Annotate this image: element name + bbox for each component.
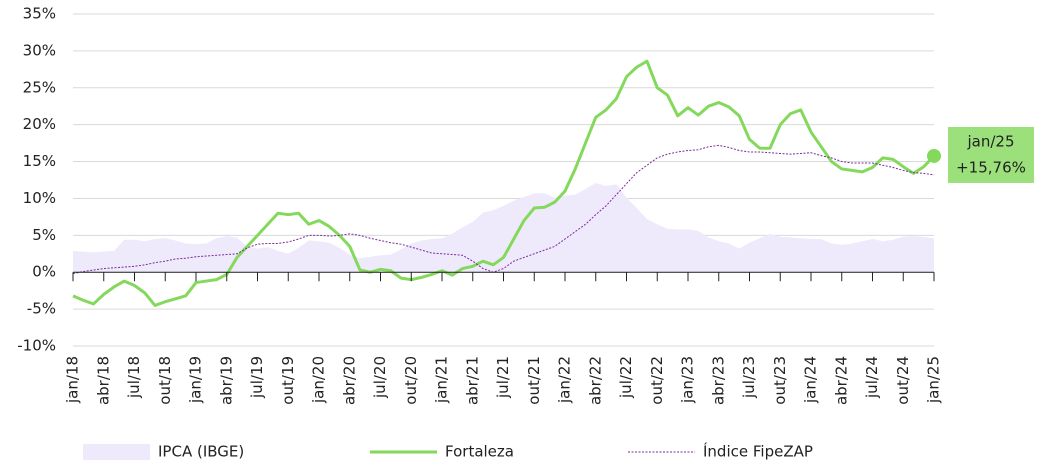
line [72,59,936,307]
x-tick-label: jul/18 [125,356,143,399]
annotation-text: +15,76% [956,158,1026,176]
x-tick-label: out/19 [279,356,297,405]
x-tick-label: abr/21 [463,356,481,405]
x-tick-label: jan/24 [802,356,820,404]
legend-label: Índice FipeZAP [703,442,813,461]
x-tick-label: out/23 [771,356,789,405]
x-tick-label: jan/20 [310,356,328,404]
grid [73,13,934,347]
x-tick-label: jan/23 [679,356,697,404]
x-tick-label: jul/20 [371,356,389,399]
x-tick-label: jan/22 [556,356,574,404]
x-tick-label: jul/21 [494,356,512,399]
plot [72,59,936,307]
x-tick-label: jul/22 [617,356,635,399]
legend-swatch [83,444,150,460]
x-tick-label: abr/20 [340,356,358,405]
y-tick-label: 10% [23,189,56,207]
x-tick-label: jul/19 [248,356,266,399]
x-tick-label: abr/18 [94,356,112,405]
x-tick-label: abr/22 [586,356,604,405]
y-tick-label: 25% [23,78,56,96]
y-tick-label: 5% [32,226,56,244]
area [73,182,934,273]
y-tick-label: -10% [17,337,56,355]
x-tick-label: abr/19 [217,356,235,405]
x-tick-label: out/20 [402,356,420,405]
x-tick-label: jul/23 [740,356,758,399]
x-tick-label: abr/24 [832,356,850,405]
line [72,144,935,275]
y-tick-label: 30% [23,41,56,59]
y-tick-label: 35% [23,5,56,23]
x-tick-label: jan/25 [925,356,943,404]
y-tick-label: 20% [23,115,56,133]
legend-label: Fortaleza [445,443,514,461]
annotation-label: jan/25 [966,132,1014,150]
x-tick-label: jan/19 [187,356,205,404]
x-tick-label: jul/24 [863,356,881,399]
x-tick-label: jan/21 [433,356,451,404]
y-tick-label: -5% [27,300,56,318]
y-tick-label: 15% [23,152,56,170]
x-tick-label: out/24 [894,356,912,405]
annotation-box [948,126,1034,183]
end-dot [927,148,941,163]
x-tick-label: out/21 [525,356,543,405]
y-tick-label: 0% [32,263,56,281]
x-tick-label: jan/18 [64,356,82,404]
x-tick-label: abr/23 [709,356,727,405]
legend-label: IPCA (IBGE) [158,443,244,461]
x-tick-label: out/18 [156,356,174,405]
x-tick-label: out/22 [648,356,666,405]
